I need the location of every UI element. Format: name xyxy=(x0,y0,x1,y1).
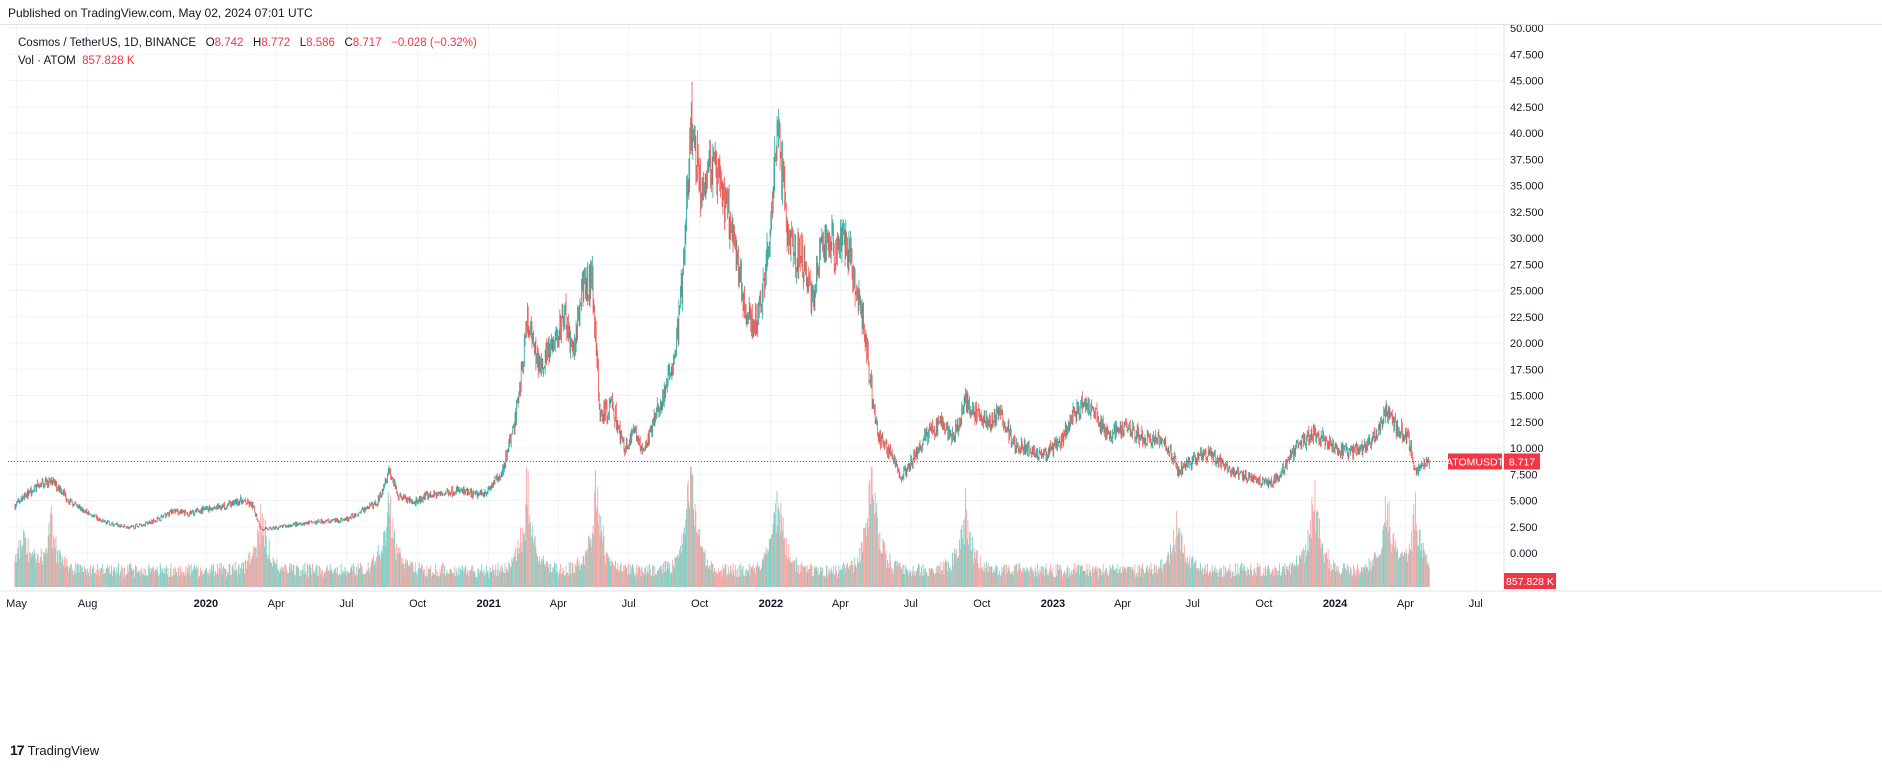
grid-lines xyxy=(0,25,1882,592)
x-tick-label: 2022 xyxy=(759,598,783,610)
chart-legend: Cosmos / TetherUS, 1D, BINANCE O8.742 H8… xyxy=(18,34,477,70)
x-tick-label: Jul xyxy=(1186,598,1200,610)
x-tick-label: Apr xyxy=(832,598,849,610)
x-tick-label: 2021 xyxy=(476,598,500,610)
y-tick-label: 30.000 xyxy=(1510,233,1544,245)
volume-tag-box xyxy=(1504,573,1556,589)
chart-pane[interactable]: 50.000 47.500 45.000 42.500 40.000 37.500 35.0… xyxy=(0,24,1882,730)
y-tick-label: 17.500 xyxy=(1510,364,1544,376)
y-tick-label: 5.000 xyxy=(1510,496,1538,508)
price-candles xyxy=(14,81,1430,532)
y-tick-label: 37.500 xyxy=(1510,154,1544,166)
legend-row-volume: Vol · ATOM 857.828 K xyxy=(18,52,477,70)
price-tag-value: 8.717 xyxy=(1509,456,1535,468)
x-tick-label: Oct xyxy=(409,598,426,610)
y-tick-label: 35.000 xyxy=(1510,181,1544,193)
legend-row-price: Cosmos / TetherUS, 1D, BINANCE O8.742 H8… xyxy=(18,34,477,52)
y-tick-label: 32.500 xyxy=(1510,207,1544,219)
x-tick-label: Apr xyxy=(268,598,285,610)
price-tag-symbol-box xyxy=(1448,453,1502,470)
y-tick-label: 47.500 xyxy=(1510,49,1544,61)
x-tick-label: 2024 xyxy=(1323,598,1348,610)
x-tick-label: Jul xyxy=(622,598,636,610)
y-tick-label: 10.000 xyxy=(1510,443,1544,455)
price-tag-symbol: ATOMUSDT xyxy=(1446,456,1505,468)
axis-tags: ATOMUSDT 8.717 857.828 K xyxy=(1446,453,1556,589)
y-tick-label: 50.000 xyxy=(1510,25,1544,35)
legend-high: 8.772 xyxy=(261,37,291,49)
legend-high-label: H xyxy=(253,37,262,49)
legend-vol-value: 857.828 K xyxy=(82,55,135,67)
x-tick-label: Apr xyxy=(1397,598,1414,610)
y-tick-label: 7.500 xyxy=(1510,469,1538,481)
tradingview-mark-icon: 17 xyxy=(10,742,25,758)
x-tick-label: Oct xyxy=(1255,598,1272,610)
legend-vol-label[interactable]: Vol · ATOM xyxy=(18,55,76,67)
x-tick-label: Jul xyxy=(1469,598,1483,610)
y-tick-label: 15.000 xyxy=(1510,391,1544,403)
y-tick-label: 27.500 xyxy=(1510,259,1544,271)
price-tag-value-box xyxy=(1504,453,1540,470)
legend-open-label: O xyxy=(205,37,215,49)
x-tick-label: Jul xyxy=(904,598,918,610)
legend-symbol[interactable]: Cosmos / TetherUS, 1D, BINANCE xyxy=(18,37,197,49)
legend-open: 8.742 xyxy=(214,37,244,49)
tradingview-brand: TradingView xyxy=(27,742,100,758)
time-axis: May Aug 2020 Apr Jul Oct 2021 Apr Jul Oct 2022 Apr J… xyxy=(6,598,1483,610)
y-tick-label: 40.000 xyxy=(1510,128,1544,140)
legend-change: −0.028 (−0.32%) xyxy=(391,37,477,49)
legend-close: 8.717 xyxy=(352,37,382,49)
legend-low: 8.586 xyxy=(306,37,335,49)
volume-tag-value: 857.828 K xyxy=(1506,576,1554,588)
y-tick-label: 12.500 xyxy=(1510,417,1544,429)
legend-low-label: L xyxy=(299,37,307,49)
x-tick-label: Oct xyxy=(691,598,708,610)
x-tick-label: Jul xyxy=(339,598,353,610)
x-tick-label: Apr xyxy=(550,598,567,610)
volume-tag: 857.828 K xyxy=(1504,573,1556,589)
legend-close-label: C xyxy=(344,37,353,49)
price-axis: 50.000 47.500 45.000 42.500 40.000 37.500 35.0… xyxy=(1510,25,1544,560)
price-tag: ATOMUSDT 8.717 xyxy=(1446,453,1540,470)
y-tick-label: 42.500 xyxy=(1510,102,1544,114)
published-header: Published on TradingView.com, May 02, 20… xyxy=(8,6,313,20)
volume-bars xyxy=(14,467,1430,587)
x-tick-label: Apr xyxy=(1114,598,1131,610)
x-tick-label: 2020 xyxy=(194,598,218,610)
x-tick-label: May xyxy=(6,598,27,610)
y-tick-label: 45.000 xyxy=(1510,76,1544,88)
x-tick-label: 2023 xyxy=(1041,598,1065,610)
y-tick-label: 2.500 xyxy=(1510,522,1538,534)
price-chart[interactable]: 50.000 47.500 45.000 42.500 40.000 37.500 35.0… xyxy=(0,25,1882,730)
y-tick-label: 25.000 xyxy=(1510,286,1544,298)
x-tick-label: Aug xyxy=(78,598,98,610)
y-tick-label: 22.500 xyxy=(1510,312,1544,324)
tradingview-logo[interactable]: 17 TradingView xyxy=(10,742,99,758)
y-tick-label: 0.000 xyxy=(1510,548,1538,560)
x-tick-label: Oct xyxy=(973,598,990,610)
y-tick-label: 20.000 xyxy=(1510,338,1544,350)
